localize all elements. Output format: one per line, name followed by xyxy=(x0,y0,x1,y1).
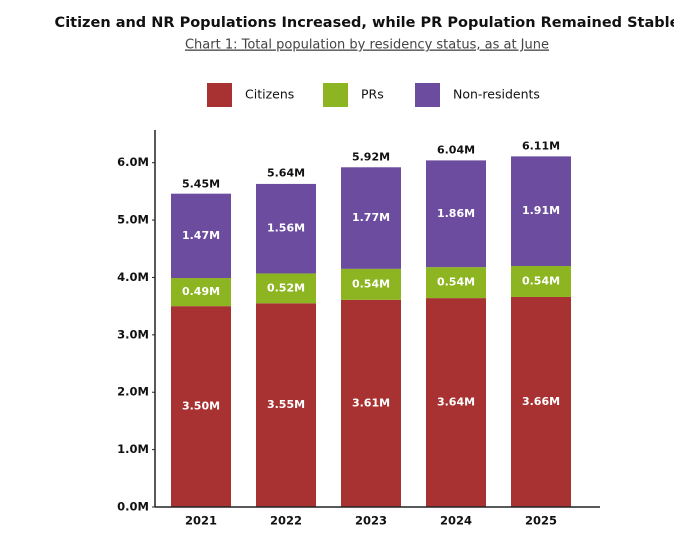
y-tick-label: 2.0M xyxy=(117,385,149,399)
total-label: 6.04M xyxy=(437,143,475,156)
data-label: 1.56M xyxy=(267,222,305,235)
bar-segment xyxy=(171,278,231,307)
bar-segment xyxy=(511,265,571,297)
data-label: 1.91M xyxy=(522,204,560,217)
bar-segment xyxy=(426,160,486,268)
bar-segment xyxy=(426,298,486,507)
bar-segment xyxy=(511,156,571,266)
legend-label: Non-residents xyxy=(453,87,540,102)
bar-segment xyxy=(256,273,316,304)
y-tick-label: 3.0M xyxy=(117,327,149,341)
x-tick-label: 2025 xyxy=(525,514,557,528)
chart-subtitle: Chart 1: Total population by residency s… xyxy=(185,38,549,53)
data-label: 0.54M xyxy=(437,276,475,289)
bar-segment xyxy=(256,303,316,507)
y-tick-label: 0.0M xyxy=(117,500,149,514)
data-label: 1.47M xyxy=(182,229,220,242)
y-tick-label: 1.0M xyxy=(117,442,149,456)
bar-segment xyxy=(341,268,401,300)
total-label: 6.11M xyxy=(522,139,560,152)
total-label: 5.92M xyxy=(352,150,390,163)
data-label: 0.49M xyxy=(182,285,220,298)
data-label: 3.55M xyxy=(267,398,305,411)
bar-segment xyxy=(171,306,231,507)
y-tick-label: 5.0M xyxy=(117,213,149,227)
bar-segment xyxy=(171,193,231,279)
legend-label: PRs xyxy=(361,87,384,102)
data-label: 0.52M xyxy=(267,281,305,294)
y-tick-label: 6.0M xyxy=(117,155,149,169)
x-tick-label: 2023 xyxy=(355,514,387,528)
legend-label: Citizens xyxy=(245,87,294,102)
x-tick-label: 2022 xyxy=(270,514,302,528)
chart-title: Citizen and NR Populations Increased, wh… xyxy=(55,15,674,31)
data-label: 3.61M xyxy=(352,396,390,409)
bar-segment xyxy=(341,299,401,507)
data-label: 0.54M xyxy=(522,274,560,287)
legend-swatch xyxy=(415,83,440,107)
data-label: 0.54M xyxy=(352,277,390,290)
bar-segment xyxy=(341,167,401,269)
bar-segment xyxy=(511,296,571,507)
x-tick-label: 2021 xyxy=(185,514,217,528)
bar-segment xyxy=(426,267,486,299)
data-label: 1.86M xyxy=(437,207,475,220)
data-label: 3.66M xyxy=(522,395,560,408)
x-tick-label: 2024 xyxy=(440,514,472,528)
data-label: 3.50M xyxy=(182,400,220,413)
y-tick-label: 4.0M xyxy=(117,270,149,284)
data-label: 1.77M xyxy=(352,211,390,224)
legend-swatch xyxy=(323,83,348,107)
bar-segment xyxy=(256,183,316,274)
data-label: 3.64M xyxy=(437,396,475,409)
total-label: 5.64M xyxy=(267,166,305,179)
legend-swatch xyxy=(207,83,232,107)
total-label: 5.45M xyxy=(182,177,220,190)
